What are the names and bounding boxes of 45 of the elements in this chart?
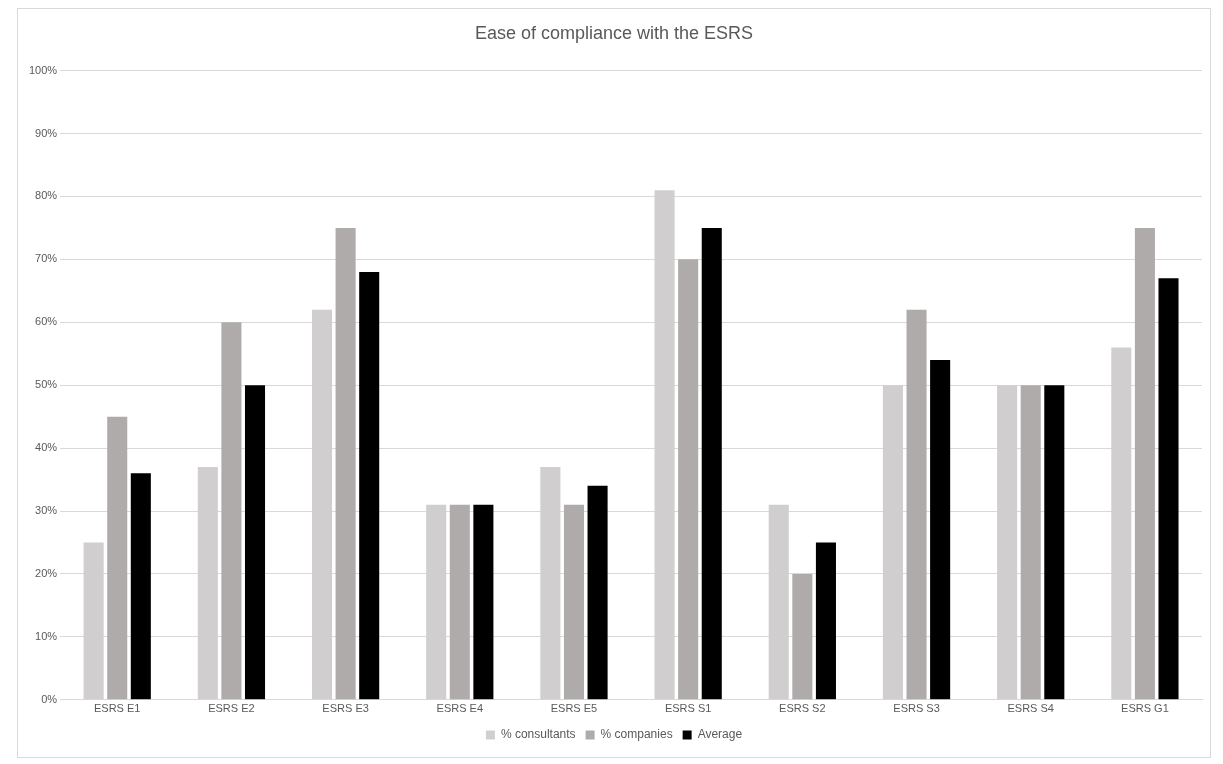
bar <box>563 504 584 700</box>
legend-label: Average <box>697 727 743 742</box>
x-tick-label: ESRS S1 <box>664 702 712 715</box>
x-tick-label: ESRS E1 <box>93 702 141 715</box>
x-tick-label: ESRS G1 <box>1121 702 1169 715</box>
bar <box>449 504 470 700</box>
y-tick-label: 100% <box>28 63 58 76</box>
x-tick-label: ESRS E5 <box>550 702 598 715</box>
bar <box>1134 227 1155 700</box>
bar <box>221 322 242 700</box>
bar <box>587 485 608 700</box>
bar <box>130 473 151 700</box>
y-tick-label: 40% <box>35 441 58 454</box>
y-tick-label: 70% <box>35 252 58 265</box>
bar <box>678 259 699 700</box>
y-tick-label: 30% <box>35 504 58 517</box>
x-tick-label: ESRS E2 <box>208 702 255 715</box>
bar <box>359 271 380 700</box>
bar <box>906 309 927 700</box>
bar <box>335 227 356 700</box>
bar <box>701 227 722 700</box>
y-tick-label: 20% <box>35 566 58 579</box>
bar <box>107 416 128 700</box>
bar <box>244 385 266 700</box>
bar <box>792 573 813 700</box>
x-tick-label: ESRS E4 <box>436 702 484 715</box>
legend-label: % consultants <box>500 727 576 742</box>
x-tick-label: ESRS S3 <box>893 702 940 715</box>
x-tick-label: ESRS S2 <box>779 702 826 715</box>
bar <box>473 504 494 700</box>
y-tick-label: 50% <box>35 378 58 391</box>
y-tick-label: 60% <box>35 315 58 328</box>
y-tick-label: 90% <box>35 126 58 139</box>
bar <box>815 542 836 700</box>
bar <box>1158 278 1179 700</box>
y-tick-label: 80% <box>35 189 58 202</box>
bar <box>1020 385 1041 700</box>
x-tick-label: ESRS E3 <box>322 702 369 715</box>
legend-label: % companies <box>600 727 673 742</box>
x-tick-label: ESRS S4 <box>1007 702 1054 715</box>
bar <box>930 360 951 700</box>
y-tick-label: 0% <box>41 692 58 705</box>
bar <box>1044 385 1065 700</box>
chart-title: Ease of compliance with the ESRS <box>474 22 754 43</box>
y-tick-label: 10% <box>35 629 58 642</box>
